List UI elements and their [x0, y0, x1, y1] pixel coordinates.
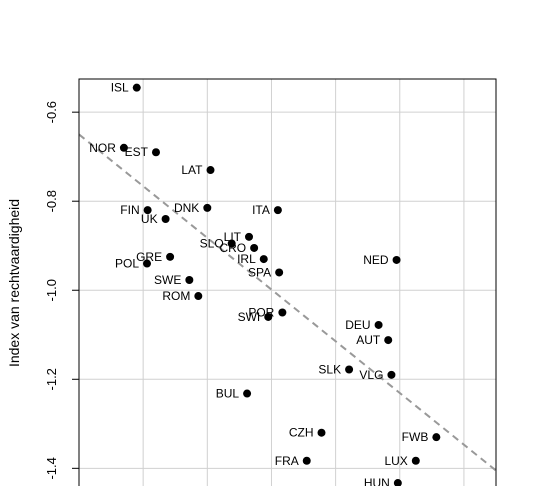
point-label-isl: ISL: [111, 81, 129, 95]
point-label-irl: IRL: [237, 252, 256, 266]
point-label-fra: FRA: [275, 454, 299, 468]
point-label-swi: SWI: [238, 310, 261, 324]
point-label-bul: BUL: [216, 387, 240, 401]
point-label-czh: CZH: [289, 426, 314, 440]
data-point-czh: [317, 428, 326, 437]
point-label-cro: CRO: [219, 241, 246, 255]
y-axis-title: Index van rechtvaardigheid: [6, 199, 22, 367]
data-point-dnk: [203, 203, 212, 212]
data-point-est: [151, 148, 160, 157]
data-point-bul: [243, 389, 252, 398]
y-tick-label: -0.6: [44, 101, 59, 123]
plot-frame: [78, 78, 497, 486]
point-label-ita: ITA: [252, 203, 270, 217]
point-label-slk: SLK: [318, 362, 341, 376]
grid: [78, 79, 496, 486]
point-label-pol: POL: [115, 257, 139, 271]
data-point-fra: [302, 456, 311, 465]
data-point-uk: [161, 215, 170, 224]
point-label-lux: LUX: [384, 454, 407, 468]
point-label-nor: NOR: [89, 141, 116, 155]
point-label-spa: SPA: [248, 265, 271, 279]
data-point-por: [278, 308, 287, 317]
data-point-nor: [119, 143, 128, 152]
data-point-fin: [143, 206, 152, 215]
data-point-ita: [273, 206, 282, 215]
point-label-vlg: VLG: [359, 368, 383, 382]
data-point-fwb: [432, 433, 441, 442]
point-label-swe: SWE: [154, 273, 181, 287]
trend-line: [78, 133, 497, 472]
data-point-lux: [411, 456, 420, 465]
data-point-lat: [206, 166, 215, 175]
point-label-fwb: FWB: [402, 430, 429, 444]
data-point-deu: [374, 320, 383, 329]
y-tick-label: -1.2: [44, 368, 59, 390]
data-point-lit: [245, 232, 254, 241]
data-point-slo: [227, 239, 236, 248]
point-label-lat: LAT: [181, 163, 203, 177]
data-point-pol: [143, 259, 152, 268]
point-label-gre: GRE: [136, 250, 162, 264]
data-point-irl: [259, 255, 268, 264]
point-label-fin: FIN: [120, 203, 139, 217]
data-point-hun: [393, 479, 402, 486]
data-point-swi: [264, 312, 273, 321]
point-label-slo: SLO: [200, 237, 224, 251]
point-label-lit: LIT: [224, 230, 242, 244]
point-label-deu: DEU: [345, 318, 370, 332]
data-point-gre: [166, 252, 175, 261]
data-point-slk: [345, 365, 354, 374]
y-tick-label: -1.4: [44, 457, 59, 479]
data-point-swe: [185, 276, 194, 285]
point-label-est: EST: [125, 145, 149, 159]
data-point-vlg: [387, 370, 396, 379]
point-label-dnk: DNK: [174, 201, 199, 215]
data-point-rom: [194, 292, 203, 301]
data-point-spa: [275, 268, 284, 277]
point-label-aut: AUT: [356, 333, 381, 347]
point-label-hun: HUN: [364, 476, 390, 486]
data-point-cro: [250, 243, 259, 252]
data-point-isl: [132, 83, 141, 92]
point-label-rom: ROM: [162, 289, 190, 303]
point-label-ned: NED: [363, 253, 389, 267]
data-point-ned: [392, 255, 401, 264]
y-tick-label: -0.8: [44, 190, 59, 212]
point-label-uk: UK: [141, 212, 158, 226]
y-axis: -0.6 -0.8 -1.0 -1.2 -1.4: [44, 101, 79, 480]
y-tick-label: -1.0: [44, 279, 59, 301]
data-point-aut: [384, 336, 393, 345]
